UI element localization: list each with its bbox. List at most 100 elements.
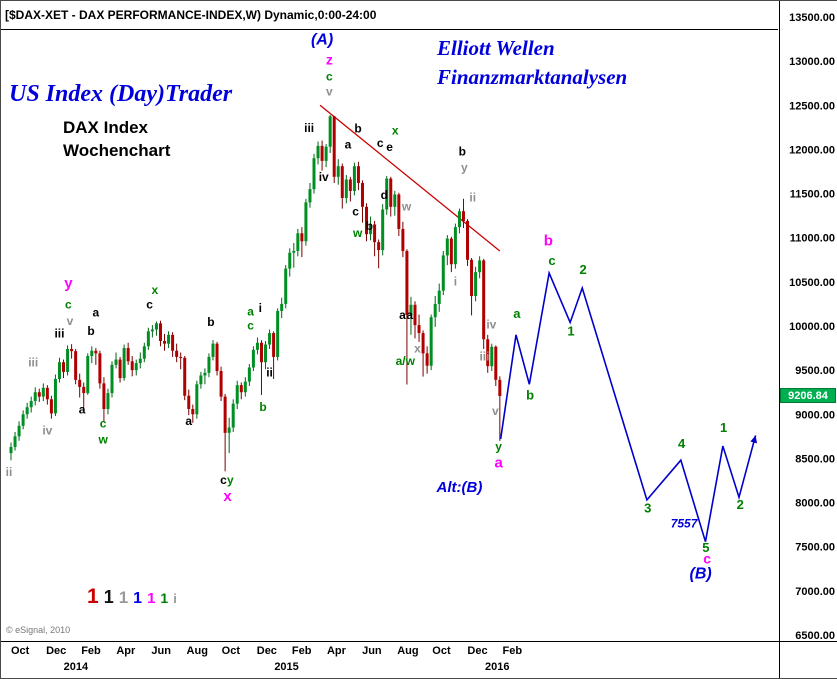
candle <box>296 233 300 251</box>
candle <box>163 341 167 344</box>
wave-label: 5 <box>702 540 709 555</box>
candle <box>312 158 316 190</box>
price-tick-label: 12000.00 <box>789 144 835 156</box>
month-label: Oct <box>432 645 451 657</box>
candle <box>360 182 364 207</box>
price-axis[interactable]: 13500.00 13000.00 12500.00 12000.00 11500.00… <box>789 12 835 642</box>
candle <box>251 349 255 368</box>
candle <box>94 350 98 354</box>
wave-label: y <box>64 275 73 292</box>
candle <box>74 351 78 380</box>
candle <box>445 238 449 256</box>
candle <box>25 407 29 415</box>
candle <box>211 343 215 357</box>
wave-label: a <box>406 308 413 322</box>
month-label: Apr <box>116 645 136 657</box>
wave-label: a <box>345 138 352 152</box>
title-bar[interactable]: [$DAX-XET - DAX PERFORMANCE-INDEX,W) Dyn… <box>1 1 778 30</box>
price-tick-label: 7500.00 <box>795 542 835 554</box>
candle <box>264 344 268 363</box>
wave-label: b <box>544 233 553 250</box>
wave-label: a <box>185 414 192 428</box>
candle <box>478 260 482 273</box>
candle <box>114 359 118 365</box>
wave-label: b <box>207 315 214 329</box>
candle <box>255 342 259 350</box>
wave-label: a <box>513 306 521 321</box>
wave-label: y <box>461 161 468 175</box>
candle <box>324 146 328 161</box>
candle <box>33 392 37 402</box>
copyright-label: © eSignal, 2010 <box>6 625 71 635</box>
candle <box>203 372 207 376</box>
candle <box>231 403 235 428</box>
candle <box>413 304 417 326</box>
wave-label: c <box>377 136 384 150</box>
watermark-brand-line1: Elliott Wellen <box>437 36 555 60</box>
wave-label: c <box>65 297 72 311</box>
candle <box>110 364 114 394</box>
wave-label: y <box>227 473 234 487</box>
wave-label: a <box>399 308 406 322</box>
wave-label: (B) <box>690 565 712 582</box>
wave-label: d <box>381 188 388 202</box>
candle <box>393 194 397 207</box>
projection-arrowhead <box>750 435 758 444</box>
wave-label: a/w <box>396 354 416 368</box>
candle <box>146 331 150 347</box>
wave-label: z <box>326 52 333 68</box>
wave-label: e <box>386 140 393 154</box>
candle <box>86 356 90 394</box>
wave-label: x <box>223 488 232 505</box>
month-label: Feb <box>81 645 101 657</box>
watermark-elliott-wellen: Elliott Wellen Finanzmarktanalysen <box>437 34 627 93</box>
candle <box>41 387 45 397</box>
wave-label: 2 <box>579 262 586 277</box>
candle <box>215 343 219 372</box>
price-tick-label: 10500.00 <box>789 277 835 289</box>
candle <box>474 272 478 296</box>
candle <box>37 392 41 397</box>
candle <box>191 408 195 415</box>
candle <box>373 224 377 243</box>
candle <box>66 348 70 372</box>
price-tick-label: 8000.00 <box>795 498 835 510</box>
candle <box>90 350 94 357</box>
price-tick-label: 8500.00 <box>795 453 835 465</box>
candle <box>9 446 13 454</box>
wave-label: b <box>459 145 466 159</box>
wave-label: ii <box>6 465 13 479</box>
wave-label: i <box>259 301 262 315</box>
watermark-instrument-line2: Wochenchart <box>63 140 171 160</box>
wave-label: 7557 <box>671 516 699 530</box>
wave-label: c <box>247 319 254 333</box>
wave-label: c <box>352 205 359 219</box>
wave-label: a <box>92 305 99 319</box>
candle <box>486 339 490 367</box>
wave-label: v <box>326 85 333 99</box>
candle <box>235 385 239 404</box>
watermark-instrument-line1: DAX Index <box>63 118 149 137</box>
wave-label: w <box>401 199 412 213</box>
degree-marker: i <box>173 591 177 606</box>
candle <box>437 290 441 304</box>
candle <box>389 178 393 207</box>
candle <box>332 116 336 177</box>
candle <box>82 386 86 394</box>
price-tick-label: 10000.00 <box>789 321 835 333</box>
time-axis[interactable]: Oct Dec Feb Apr Jun Aug Oct Dec Feb Apr Jun Aug Oct D… <box>11 645 522 673</box>
wave-label: iii <box>54 326 64 340</box>
wave-label: x <box>151 283 158 297</box>
wave-label: iii <box>28 356 38 370</box>
month-label: Oct <box>11 645 30 657</box>
wave-label: c <box>548 253 555 268</box>
degree-marker: 1 <box>103 587 114 607</box>
wave-label: x <box>392 123 399 137</box>
wave-label: v <box>67 314 74 328</box>
candle <box>401 228 405 251</box>
candle <box>130 361 134 371</box>
candle <box>17 425 21 437</box>
